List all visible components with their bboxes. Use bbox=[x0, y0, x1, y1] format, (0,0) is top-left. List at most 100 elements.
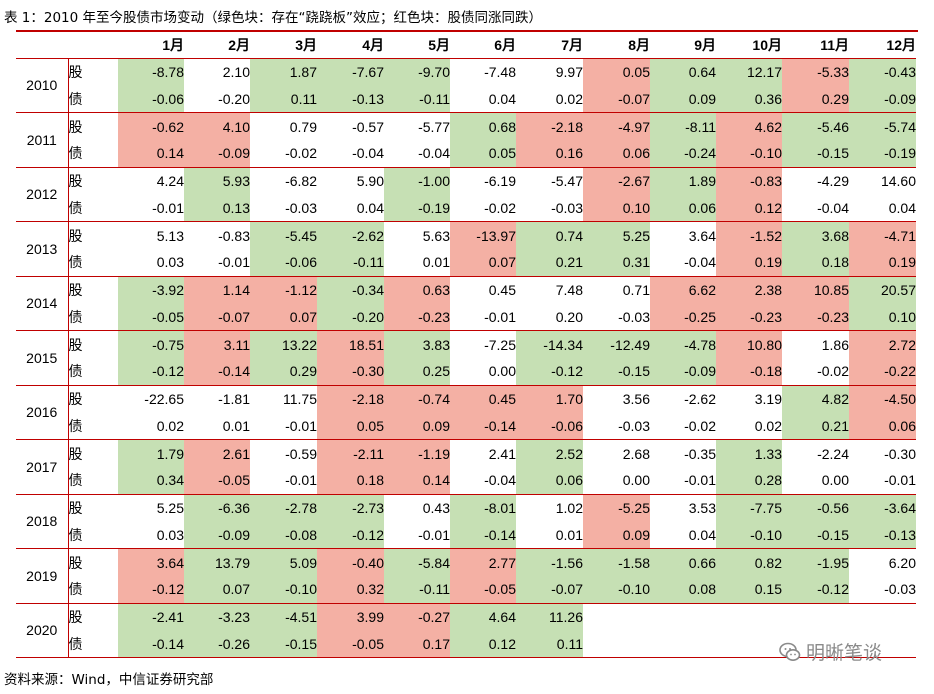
month-header: 1月 bbox=[118, 32, 184, 59]
bond-value-cell: -0.03 bbox=[849, 576, 916, 604]
stock-value-cell: -0.83 bbox=[218, 227, 250, 244]
stock-value-cell: 2.72 bbox=[849, 330, 916, 358]
stock-value-cell: 4.62 bbox=[716, 112, 782, 140]
bond-value-cell: 0.10 bbox=[849, 303, 916, 331]
top-rule bbox=[16, 30, 918, 32]
bond-value-cell: -0.11 bbox=[317, 249, 384, 277]
stock-value-cell: 18.51 bbox=[317, 330, 384, 358]
bond-value-cell: -0.19 bbox=[384, 194, 450, 222]
bond-value-cell: 0.07 bbox=[184, 576, 250, 604]
bond-value-cell: -0.07 bbox=[583, 85, 650, 113]
stock-value-cell: -1.52 bbox=[716, 221, 782, 249]
bond-value-cell: -0.05 bbox=[118, 303, 184, 331]
stock-value-cell: -2.18 bbox=[516, 112, 583, 140]
stock-value-cell: -5.45 bbox=[250, 221, 317, 249]
stock-value-cell: 3.64 bbox=[118, 548, 184, 576]
header-corner-2 bbox=[68, 32, 118, 59]
bond-value-cell: -0.05 bbox=[317, 630, 384, 658]
bond-value-cell: -0.01 bbox=[450, 303, 516, 331]
year-label: 2020 bbox=[16, 603, 69, 658]
bond-value-cell bbox=[849, 630, 916, 658]
bond-label: 债 bbox=[68, 140, 118, 168]
stock-value-cell: 1.70 bbox=[516, 385, 583, 413]
bond-value-cell: -0.11 bbox=[384, 576, 450, 604]
stock-value-cell: 2.68 bbox=[622, 445, 650, 462]
stock-value-cell: 0.66 bbox=[650, 548, 716, 576]
stock-value-cell: 3.68 bbox=[782, 221, 849, 249]
bond-value-cell: -0.07 bbox=[184, 303, 250, 331]
bond-value-cell: -0.15 bbox=[782, 521, 849, 549]
bond-value-cell: 0.13 bbox=[184, 194, 250, 222]
stock-label: 股 bbox=[68, 500, 83, 516]
stock-value-cell: 0.45 bbox=[488, 282, 516, 298]
bond-value-cell: -0.10 bbox=[716, 140, 782, 168]
bond-value-cell: -0.25 bbox=[650, 303, 716, 331]
stock-value-cell: -4.71 bbox=[849, 221, 916, 249]
bond-row: 债 -0.01 0.13 -0.03 0.04 -0.19 -0.02 -0.03 0.10 0.… bbox=[16, 194, 916, 222]
bond-value-cell: 0.16 bbox=[516, 140, 583, 168]
bond-value-cell: -0.07 bbox=[516, 576, 583, 604]
stock-value-cell: 0.05 bbox=[583, 58, 650, 86]
stock-value-cell: 5.09 bbox=[250, 548, 317, 576]
stock-value-cell: 3.11 bbox=[184, 330, 250, 358]
bond-row: 债 0.03 -0.01 -0.06 -0.11 0.01 0.07 0.21 0.31 -0.0… bbox=[16, 249, 916, 277]
bond-value-cell: -0.12 bbox=[118, 576, 184, 604]
wechat-icon bbox=[779, 642, 801, 661]
bond-value-cell: 0.05 bbox=[450, 140, 516, 168]
bond-value-cell: 0.34 bbox=[118, 467, 184, 495]
stock-value-cell: 14.60 bbox=[880, 173, 916, 189]
stock-value-cell: -9.70 bbox=[384, 58, 450, 86]
stock-value-cell: -5.46 bbox=[782, 112, 849, 140]
stock-value-cell: -8.78 bbox=[118, 58, 184, 86]
stock-label: 股 bbox=[68, 227, 83, 244]
bond-value-cell: 0.11 bbox=[516, 630, 583, 658]
bond-row: 债 0.02 0.01 -0.01 0.05 0.09 -0.14 -0.06 -0.03 -0.… bbox=[16, 412, 916, 440]
bond-value-cell: 0.12 bbox=[716, 194, 782, 222]
bond-value-cell: -0.15 bbox=[583, 358, 650, 386]
bond-value-cell: 0.10 bbox=[583, 194, 650, 222]
bond-value-cell: 0.20 bbox=[516, 303, 583, 331]
stock-value-cell: 10.80 bbox=[716, 330, 782, 358]
bond-label: 债 bbox=[68, 249, 118, 277]
bond-value-cell: -0.02 bbox=[450, 194, 516, 222]
bond-value-cell: 0.19 bbox=[849, 249, 916, 277]
stock-value-cell: 4.10 bbox=[184, 112, 250, 140]
bond-value-cell: -0.12 bbox=[516, 358, 583, 386]
stock-value-cell: -0.40 bbox=[317, 548, 384, 576]
month-header: 7月 bbox=[516, 32, 583, 59]
stock-value-cell bbox=[716, 603, 782, 631]
bond-value-cell: -0.01 bbox=[849, 467, 916, 495]
stock-value-cell: 0.68 bbox=[450, 112, 516, 140]
bond-value-cell: -0.04 bbox=[384, 140, 450, 168]
year-label: 2018 bbox=[16, 494, 69, 549]
stock-value-cell bbox=[650, 603, 716, 631]
bond-value-cell: 0.00 bbox=[583, 467, 650, 495]
stock-value-cell: 2.41 bbox=[488, 445, 516, 462]
bond-value-cell: -0.06 bbox=[516, 412, 583, 440]
stock-value-cell: -0.30 bbox=[884, 445, 916, 462]
bond-value-cell: -0.05 bbox=[450, 576, 516, 604]
bond-value-cell: -0.09 bbox=[184, 140, 250, 168]
year-label: 2019 bbox=[16, 548, 69, 604]
stock-value-cell: -4.50 bbox=[849, 385, 916, 413]
bond-value-cell: 0.06 bbox=[650, 194, 716, 222]
bond-value-cell: -0.06 bbox=[250, 249, 317, 277]
bond-value-cell: 0.36 bbox=[716, 85, 782, 113]
bond-value-cell: -0.12 bbox=[118, 358, 184, 386]
stock-value-cell: -0.83 bbox=[716, 167, 782, 195]
bond-value-cell: 0.21 bbox=[516, 249, 583, 277]
bond-value-cell: -0.30 bbox=[317, 358, 384, 386]
stock-value-cell: 20.57 bbox=[849, 276, 916, 304]
month-header: 5月 bbox=[384, 32, 450, 59]
year-label: 2013 bbox=[16, 221, 69, 277]
stock-value-cell: -1.95 bbox=[782, 548, 849, 576]
bond-label: 债 bbox=[68, 412, 118, 440]
stock-value-cell: -2.67 bbox=[583, 167, 650, 195]
stock-value-cell: 0.71 bbox=[622, 282, 650, 298]
year-label: 2016 bbox=[16, 385, 69, 440]
bond-value-cell: -0.03 bbox=[583, 412, 650, 440]
bond-value-cell: 0.29 bbox=[782, 85, 849, 113]
bond-value-cell: 0.32 bbox=[317, 576, 384, 604]
stock-row: 2019 股 3.64 13.79 5.09 -0.40 -5.84 2.77 -1.56 -1.… bbox=[16, 548, 916, 604]
bond-value-cell: 0.12 bbox=[450, 630, 516, 658]
